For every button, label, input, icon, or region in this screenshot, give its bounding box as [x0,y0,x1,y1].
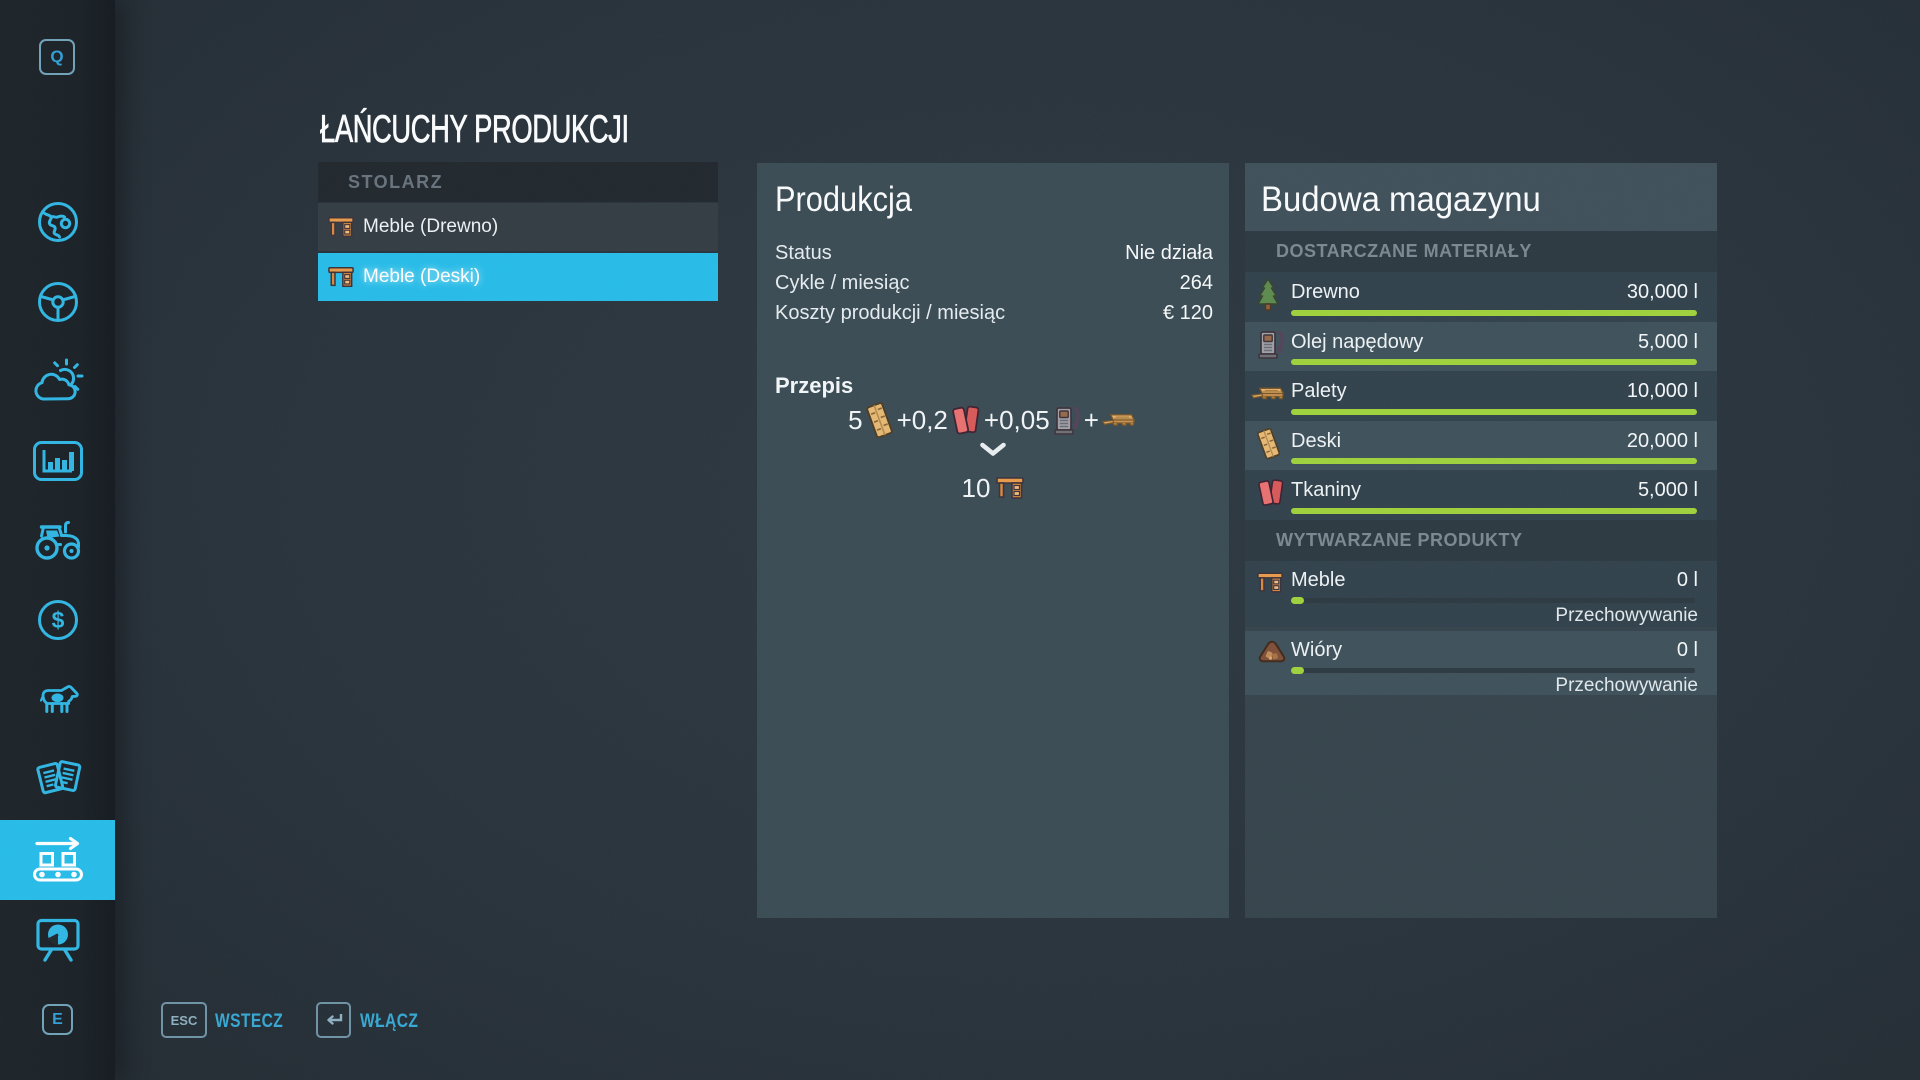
svg-text:$: $ [51,607,64,633]
